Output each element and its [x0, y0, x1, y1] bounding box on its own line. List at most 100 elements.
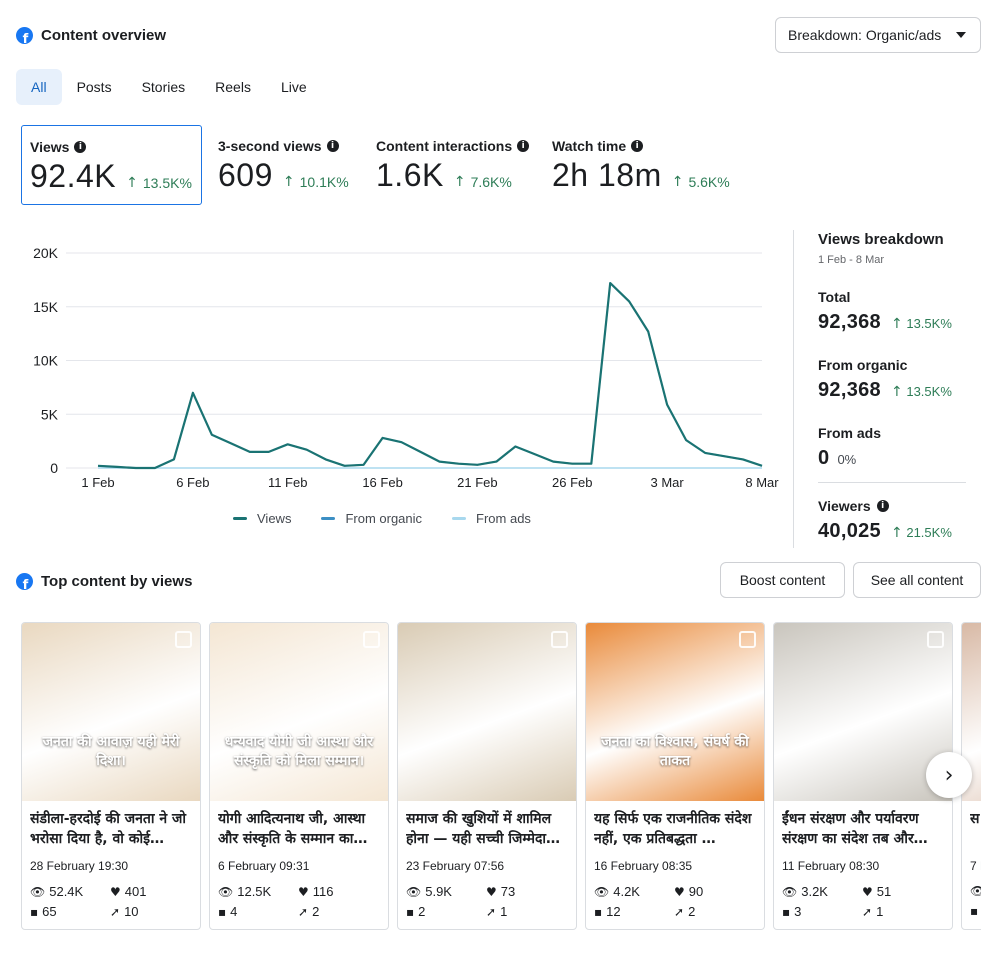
metric-content-interactions[interactable]: Content interactions i 1.6K ↑ 7.6K%	[368, 125, 544, 205]
share-icon: ➚	[298, 904, 309, 919]
heart-icon: ♥	[862, 884, 873, 899]
likes-count: 90	[688, 884, 704, 899]
breakdown-dropdown[interactable]: Breakdown: Organic/ads	[775, 17, 981, 53]
series-line-from-organic	[97, 282, 763, 469]
comment-icon: ▪	[30, 904, 39, 919]
content-card[interactable]: जनता का विश्वास, संघर्ष की ताकत यह सिर्फ …	[585, 622, 765, 930]
x-tick-label: 3 Mar	[651, 475, 685, 490]
shares-count: 2	[688, 904, 696, 919]
breakdown-delta: 13.5K%	[906, 384, 952, 399]
views-stat: 👁 52.4K	[30, 884, 83, 899]
legend-item-from-ads[interactable]: From ads	[452, 511, 531, 526]
carousel-next-button[interactable]: ›	[926, 752, 972, 798]
likes-count: 51	[876, 884, 892, 899]
content-thumbnail	[398, 623, 576, 801]
multi-photo-icon	[739, 631, 756, 648]
metric-3-second-views[interactable]: 3-second views i 609 ↑ 10.1K%	[210, 125, 368, 205]
metric-watch-time[interactable]: Watch time i 2h 18m ↑ 5.6K%	[544, 125, 744, 205]
info-icon[interactable]: i	[74, 140, 87, 153]
multi-photo-icon	[927, 631, 944, 648]
comments-stat: ▪ 2	[406, 904, 425, 919]
metric-views[interactable]: Views i 92.4K ↑ 13.5K%	[21, 125, 202, 205]
y-tick-label: 10K	[33, 353, 59, 369]
content-card[interactable]: धन्यवाद योगी जी आस्था और संस्कृति को मिल…	[209, 622, 389, 930]
x-tick-label: 1 Feb	[81, 475, 114, 490]
content-card[interactable]: ईंधन संरक्षण और पर्यावरण संरक्षण का संदे…	[773, 622, 953, 930]
info-icon[interactable]: i	[517, 139, 530, 152]
section-title: Top content by views	[41, 572, 193, 590]
comment-icon: ▪	[406, 904, 415, 919]
x-tick-label: 11 Feb	[268, 475, 308, 490]
top-content-carousel: जनता की आवाज़ यही मेरी दिशा। संडीला-हरदोई…	[21, 622, 981, 932]
content-card[interactable]: जनता की आवाज़ यही मेरी दिशा। संडीला-हरदोई…	[21, 622, 201, 930]
x-tick-label: 26 Feb	[552, 475, 592, 490]
views-stat: 👁 12.5K	[218, 884, 271, 899]
content-date: 23 February 07:56	[406, 859, 505, 873]
comments-stat: ▪	[970, 904, 981, 918]
info-icon[interactable]: i	[876, 500, 889, 512]
facebook-icon: f	[16, 572, 33, 590]
content-thumbnail	[962, 623, 981, 801]
comment-icon: ▪	[782, 904, 791, 919]
content-date: 11 February 08:30	[782, 859, 880, 873]
legend-item-from-organic[interactable]: From organic	[321, 511, 422, 526]
comments-count: 2	[418, 904, 426, 919]
content-overview-header: f Content overview	[16, 24, 166, 46]
heart-icon: ♥	[298, 884, 309, 899]
breakdown-ads: From ads 0 0%	[818, 425, 881, 470]
comments-stat: ▪ 4	[218, 904, 237, 919]
tab-all[interactable]: All	[16, 69, 62, 105]
thumbnail-image	[398, 623, 576, 801]
likes-count: 73	[500, 884, 516, 899]
breakdown-delta: 0%	[837, 452, 857, 467]
thumbnail-caption: धन्यवाद योगी जी आस्था और संस्कृति को मिल…	[224, 734, 374, 769]
metric-delta: 5.6K%	[688, 174, 730, 190]
comments-count: 65	[42, 904, 57, 919]
see-all-content-button[interactable]: See all content	[853, 562, 981, 598]
breakdown-date-range: 1 Feb - 8 Mar	[818, 254, 885, 266]
shares-count: 10	[124, 904, 139, 919]
eye-icon: 👁	[406, 884, 422, 899]
breakdown-delta: 13.5K%	[906, 316, 952, 331]
metric-value: 2h 18m	[552, 157, 662, 193]
eye-icon: 👁	[30, 884, 46, 899]
content-date: 7 F	[970, 859, 981, 873]
metric-label: Views	[30, 138, 70, 155]
top-content-header: f Top content by views	[16, 570, 192, 592]
tab-posts[interactable]: Posts	[76, 79, 112, 95]
content-thumbnail	[774, 623, 952, 801]
arrow-up-icon: ↑	[671, 174, 684, 190]
breakdown-title: Views breakdown	[818, 231, 944, 248]
metric-label: Watch time	[552, 137, 627, 154]
legend-label: From ads	[476, 511, 531, 526]
likes-stat: ♥ 401	[110, 884, 146, 899]
metric-delta: 13.5K%	[142, 175, 192, 191]
tab-stories[interactable]: Stories	[141, 79, 186, 95]
info-icon[interactable]: i	[631, 139, 644, 152]
tab-reels[interactable]: Reels	[215, 79, 251, 95]
facebook-icon: f	[16, 26, 33, 44]
x-tick-label: 16 Feb	[362, 475, 402, 490]
shares-stat: ➚ 10	[110, 904, 139, 919]
content-title: समाज की खुशियों में शामिल होना — यही सच्…	[406, 811, 561, 847]
views-line-chart: 0 5K 10K 15K 20K 1 Feb 6 Feb 11 Feb 16 Feb 21 Feb…	[0, 225, 790, 535]
content-card[interactable]: समाज की खुशियों में शामिल होना — यही सच्…	[397, 622, 577, 930]
legend-item-views[interactable]: Views	[233, 511, 291, 526]
views-count: 5.9K	[425, 884, 452, 899]
info-icon[interactable]: i	[326, 139, 339, 152]
content-thumbnail: धन्यवाद योगी जी आस्था और संस्कृति को मिल…	[210, 623, 388, 801]
boost-content-button[interactable]: Boost content	[720, 562, 845, 598]
shares-stat: ➚ 2	[298, 904, 319, 919]
eye-icon: 👁	[594, 884, 610, 899]
breakdown-label: From organic	[818, 357, 908, 373]
y-tick-label: 5K	[41, 406, 59, 422]
content-date: 16 February 08:35	[594, 859, 693, 873]
heart-icon: ♥	[674, 884, 685, 899]
arrow-up-icon: ↑	[890, 525, 903, 541]
arrow-up-icon: ↑	[890, 384, 903, 400]
arrow-up-icon: ↑	[890, 316, 903, 332]
tab-live[interactable]: Live	[280, 79, 307, 95]
eye-icon: 👁	[782, 884, 798, 899]
views-count: 12.5K	[237, 884, 272, 899]
